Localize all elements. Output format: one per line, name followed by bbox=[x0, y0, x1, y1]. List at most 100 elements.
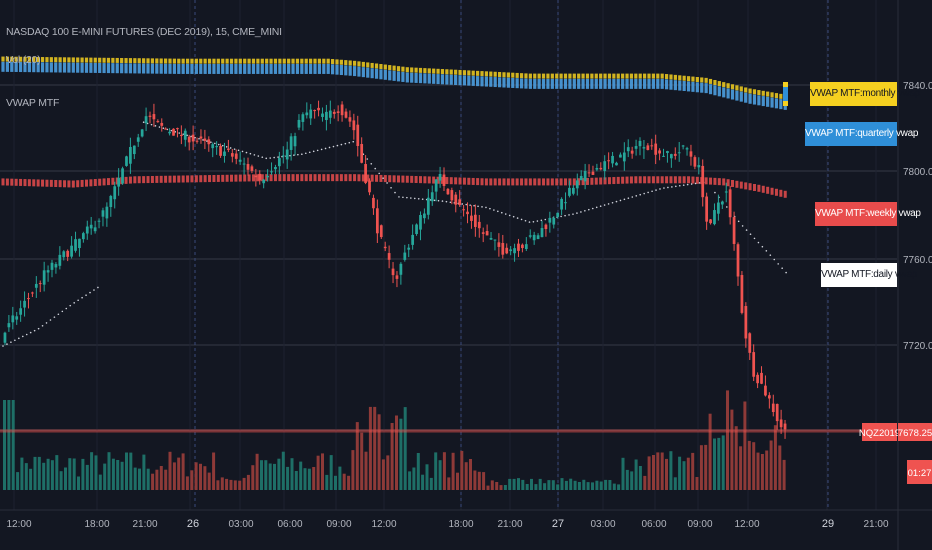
volume-bar bbox=[547, 480, 551, 490]
candle-body bbox=[642, 147, 646, 149]
candle-body bbox=[144, 116, 148, 124]
weekly-vwap-point bbox=[339, 174, 343, 182]
candle-body bbox=[571, 187, 575, 194]
candle-body bbox=[277, 158, 281, 167]
volume-bar bbox=[708, 413, 712, 490]
weekly-vwap-point bbox=[146, 176, 150, 184]
quarterly-vwap-point bbox=[480, 76, 484, 87]
quarterly-vwap-point bbox=[357, 66, 361, 77]
monthly-vwap-point bbox=[27, 56, 31, 62]
quarterly-vwap-point bbox=[484, 76, 489, 87]
daily-vwap-point bbox=[588, 208, 590, 211]
monthly-vwap-point bbox=[612, 73, 616, 79]
candle-body bbox=[387, 253, 391, 260]
daily-vwap-point bbox=[675, 185, 677, 188]
volume-bar bbox=[233, 480, 237, 490]
daily-vwap-point bbox=[520, 218, 523, 221]
daily-vwap-point bbox=[591, 207, 594, 210]
volume-bar bbox=[486, 485, 490, 490]
quarterly-vwap-point bbox=[361, 67, 365, 78]
candle-body bbox=[630, 150, 634, 154]
daily-vwap-point bbox=[686, 183, 689, 186]
vwap-indicator-label[interactable]: VWAP MTF bbox=[6, 97, 60, 109]
candle-body bbox=[78, 238, 81, 249]
daily-vwap-point bbox=[241, 150, 244, 153]
bar-countdown: 01:27 bbox=[908, 468, 932, 479]
volume-bar bbox=[216, 480, 220, 490]
quarterly-vwap-point bbox=[251, 63, 256, 74]
candle-body bbox=[622, 152, 626, 162]
volume-indicator-label[interactable]: Vol (20) bbox=[6, 54, 41, 66]
daily-vwap-point bbox=[390, 186, 392, 189]
weekly-vwap-point bbox=[476, 178, 480, 186]
monthly-vwap-point bbox=[247, 58, 251, 64]
last-price-band bbox=[0, 429, 897, 433]
volume-bar bbox=[381, 459, 385, 490]
candle-body bbox=[262, 179, 266, 184]
candle-body bbox=[568, 187, 571, 196]
quarterly-vwap-point bbox=[757, 95, 761, 106]
monthly-vwap-point bbox=[309, 58, 313, 64]
symbol-title[interactable]: NASDAQ 100 E-MINI FUTURES (DEC 2019), 15… bbox=[6, 26, 282, 38]
daily-vwap-point bbox=[382, 177, 384, 179]
candle-body bbox=[132, 145, 136, 155]
weekly-vwap-point bbox=[726, 179, 730, 187]
daily-vwap-point bbox=[324, 147, 327, 150]
candle-body bbox=[285, 149, 289, 160]
volume-bars bbox=[3, 390, 786, 490]
monthly-vwap-point bbox=[212, 58, 216, 64]
daily-vwap-point bbox=[45, 322, 48, 324]
monthly-vwap-point bbox=[484, 71, 489, 77]
quarterly-vwap-point bbox=[445, 74, 449, 85]
monthly-vwap-point bbox=[243, 58, 247, 64]
quarterly-vwap-point bbox=[10, 61, 14, 72]
daily-vwap-point bbox=[277, 156, 279, 158]
daily-vwap-point bbox=[678, 184, 681, 187]
quarterly-vwap-point bbox=[76, 62, 80, 73]
candle-body bbox=[332, 111, 336, 114]
volume-bar bbox=[120, 461, 124, 490]
volume-bar bbox=[159, 466, 163, 490]
monthly-vwap-point bbox=[739, 86, 743, 92]
weekly-vwap-point bbox=[379, 174, 383, 182]
monthly-vwap-point bbox=[524, 73, 528, 79]
quarterly-vwap-point bbox=[164, 63, 168, 74]
quarterly-vwap-point bbox=[71, 62, 75, 73]
daily-vwap-point bbox=[301, 153, 303, 155]
volume-bar bbox=[591, 482, 594, 490]
candles bbox=[3, 100, 787, 439]
monthly-vwap-point bbox=[374, 63, 379, 69]
weekly-vwap-point bbox=[388, 175, 392, 183]
time-tick-label: 21:00 bbox=[497, 519, 522, 530]
weekly-vwap-point bbox=[542, 178, 546, 186]
candle-body bbox=[591, 171, 595, 175]
candle-body bbox=[705, 196, 709, 222]
daily-vwap-point bbox=[413, 197, 416, 200]
candle-body bbox=[81, 233, 85, 240]
candle-body bbox=[168, 131, 171, 134]
monthly-vwap-point bbox=[480, 71, 484, 77]
daily-vwap-point bbox=[194, 136, 196, 139]
quarterly-vwap-point bbox=[137, 63, 141, 74]
quarterly-vwap-point bbox=[142, 63, 146, 74]
quarterly-vwap-point bbox=[300, 63, 304, 74]
daily-vwap-point bbox=[398, 196, 400, 198]
monthly-vwap-point bbox=[23, 56, 27, 62]
quarterly-vwap-point bbox=[102, 63, 106, 74]
weekly-vwap-point bbox=[247, 174, 251, 182]
quarterly-vwap-point bbox=[181, 63, 185, 74]
monthly-vwap-point bbox=[58, 57, 62, 63]
daily-vwap-point bbox=[473, 204, 475, 207]
volume-bar bbox=[364, 451, 368, 490]
quarterly-vwap-point bbox=[260, 63, 264, 74]
daily-vwap-point bbox=[210, 141, 212, 144]
daily-vwap-point bbox=[142, 121, 145, 124]
monthly-vwap-point bbox=[10, 56, 14, 62]
weekly-vwap-point bbox=[181, 175, 185, 183]
weekly-vwap-point bbox=[309, 174, 313, 182]
volume-bar bbox=[604, 479, 608, 490]
monthly-vwap-point bbox=[414, 67, 418, 73]
last-price-value: 7678.25 bbox=[898, 428, 932, 439]
daily-vwap-point bbox=[714, 191, 716, 194]
